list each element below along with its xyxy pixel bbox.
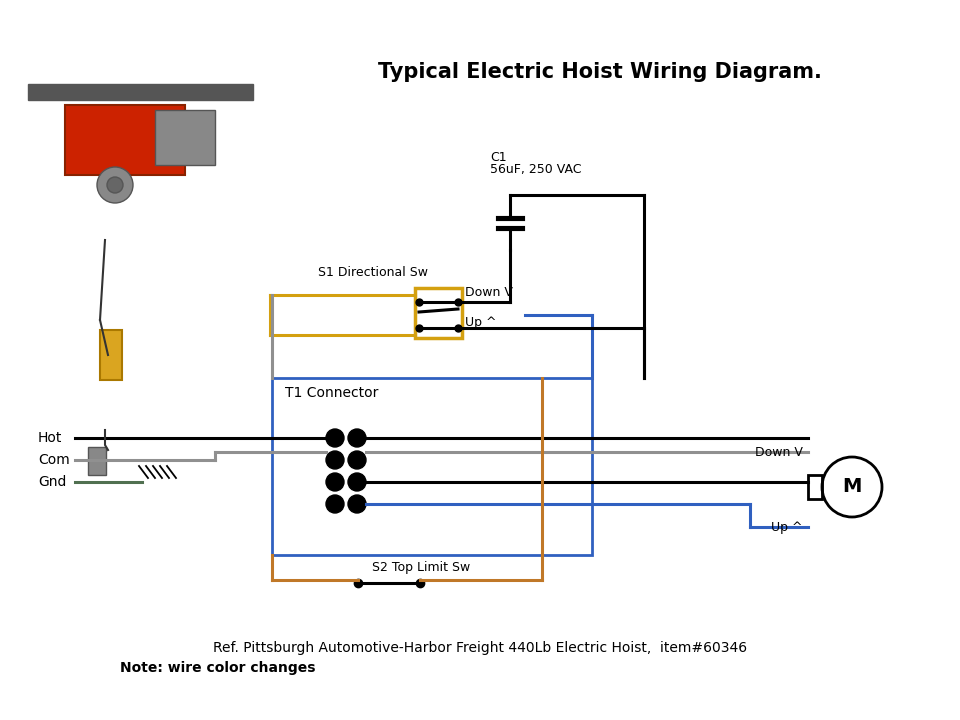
Text: C1: C1 [490, 150, 507, 163]
Bar [808, 475, 822, 499]
Text: Up ^: Up ^ [465, 315, 496, 328]
Bar [415, 288, 462, 338]
Circle shape [348, 495, 366, 513]
Bar [155, 110, 215, 165]
Circle shape [326, 451, 344, 469]
Text: S1 Directional Sw: S1 Directional Sw [318, 266, 428, 279]
Text: Ref. Pittsburgh Automotive-Harbor Freight 440Lb Electric Hoist,  item#60346: Ref. Pittsburgh Automotive-Harbor Freigh… [213, 641, 747, 655]
Bar [100, 330, 122, 380]
Circle shape [348, 451, 366, 469]
Text: Com: Com [38, 453, 70, 467]
Circle shape [326, 495, 344, 513]
Text: Hot: Hot [38, 431, 62, 445]
Text: Typical Electric Hoist Wiring Diagram.: Typical Electric Hoist Wiring Diagram. [378, 62, 822, 82]
Text: S2 Top Limit Sw: S2 Top Limit Sw [372, 560, 470, 574]
Circle shape [326, 473, 344, 491]
Text: Down V: Down V [465, 286, 513, 299]
Text: Gnd: Gnd [38, 475, 66, 489]
Circle shape [107, 177, 123, 193]
Bar [272, 378, 592, 555]
Circle shape [326, 429, 344, 447]
Text: Note: wire color changes: Note: wire color changes [120, 661, 316, 675]
Text: 56uF, 250 VAC: 56uF, 250 VAC [490, 163, 582, 176]
Bar [65, 105, 185, 175]
Bar [88, 447, 106, 475]
Circle shape [97, 167, 133, 203]
Text: M: M [842, 477, 862, 497]
Text: Up ^: Up ^ [772, 521, 803, 534]
Circle shape [348, 429, 366, 447]
Text: Down V: Down V [756, 446, 803, 459]
Bar [28, 84, 253, 100]
Circle shape [348, 473, 366, 491]
Text: T1 Connector: T1 Connector [285, 386, 378, 400]
